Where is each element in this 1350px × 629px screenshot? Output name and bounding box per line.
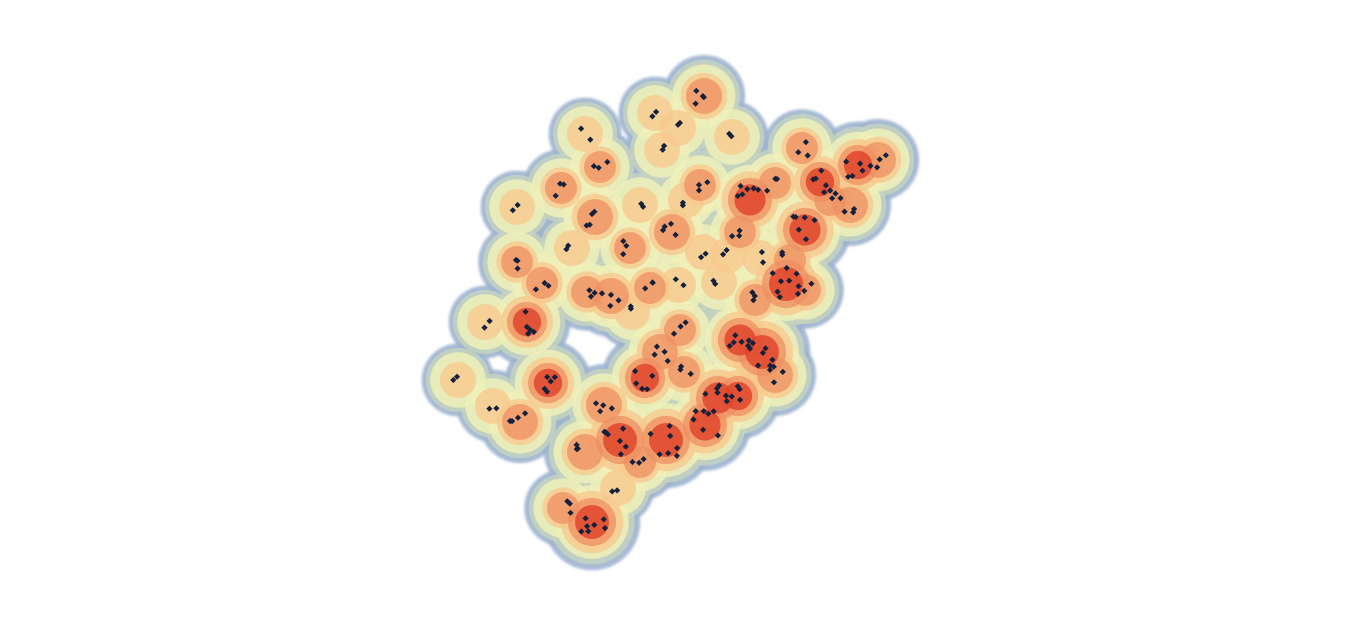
point-marker [713, 385, 721, 392]
heat-blob [634, 272, 666, 304]
point-marker [702, 390, 709, 398]
point-marker [522, 308, 529, 315]
point-marker [545, 282, 552, 289]
heat-blob [440, 362, 476, 398]
point-marker [759, 349, 767, 357]
heat-blob [654, 214, 690, 250]
heat-blob [689, 409, 721, 441]
point-marker [609, 488, 616, 495]
heat-blob [577, 199, 613, 235]
point-marker [726, 342, 733, 350]
heat-blob [554, 230, 590, 266]
point-marker [672, 276, 679, 283]
point-marker [712, 280, 719, 288]
point-marker [673, 452, 681, 459]
point-marker [736, 396, 744, 404]
point-marker [598, 290, 606, 297]
point-marker [527, 326, 534, 334]
point-marker [627, 303, 634, 310]
heat-blob [567, 116, 603, 152]
heat-blob [467, 304, 503, 340]
point-marker [600, 402, 607, 409]
point-marker [521, 410, 529, 417]
point-marker [597, 408, 604, 415]
heat-blob [843, 150, 873, 180]
point-marker [547, 378, 554, 385]
point-marker [600, 516, 607, 523]
point-marker [749, 289, 756, 296]
point-marker [450, 376, 457, 384]
point-marker [762, 345, 769, 352]
point-marker [766, 366, 774, 374]
heat-blob [789, 214, 821, 246]
point-marker [661, 348, 668, 355]
point-marker [642, 285, 649, 292]
point-marker [607, 302, 614, 309]
point-marker [656, 451, 663, 458]
point-marker [486, 405, 493, 412]
point-marker [738, 338, 745, 346]
point-marker [705, 410, 712, 417]
point-marker [779, 368, 786, 376]
point-marker [506, 417, 514, 425]
heat-blob [786, 132, 818, 164]
point-marker [635, 459, 643, 466]
heat-blob [614, 232, 646, 264]
point-marker [481, 324, 488, 331]
point-marker [699, 426, 707, 433]
point-marker [523, 323, 531, 331]
heat-blob [723, 381, 753, 411]
point-marker [649, 372, 656, 380]
point-marker [601, 524, 609, 532]
heat-blob [567, 434, 603, 470]
point-marker [591, 289, 598, 297]
point-marker [759, 259, 767, 266]
point-marker [453, 373, 461, 380]
point-marker [585, 528, 592, 535]
point-marker [493, 405, 500, 412]
point-marker [633, 380, 640, 387]
point-marker [543, 388, 551, 395]
point-marker [607, 291, 615, 299]
point-marker [719, 251, 727, 258]
point-marker [582, 515, 589, 522]
point-marker [583, 523, 591, 530]
point-marker [613, 487, 621, 494]
point-marker [794, 290, 802, 298]
point-marker [667, 432, 674, 440]
point-marker [615, 297, 622, 304]
heat-blob [805, 167, 835, 197]
point-marker [777, 278, 785, 285]
heat-blob [545, 172, 577, 204]
point-marker [486, 317, 493, 325]
point-marker [567, 509, 574, 516]
point-marker [647, 430, 654, 438]
point-marker [730, 339, 737, 346]
point-marker [532, 286, 540, 293]
point-marker [652, 108, 660, 116]
heat-blob [660, 267, 696, 303]
point-marker [591, 521, 598, 529]
point-marker [687, 370, 694, 378]
point-marker [710, 408, 717, 415]
heat-blob [502, 404, 538, 440]
point-marker [578, 528, 585, 535]
point-marker [770, 379, 778, 386]
heat-blob [668, 356, 700, 388]
heat-blob [649, 423, 683, 457]
point-marker [592, 400, 600, 407]
point-marker [692, 100, 699, 107]
point-marker [577, 125, 585, 132]
point-marker [586, 287, 593, 294]
point-marker [608, 405, 615, 412]
point-marker [769, 356, 776, 363]
point-marker [732, 332, 739, 339]
point-marker [801, 287, 808, 295]
